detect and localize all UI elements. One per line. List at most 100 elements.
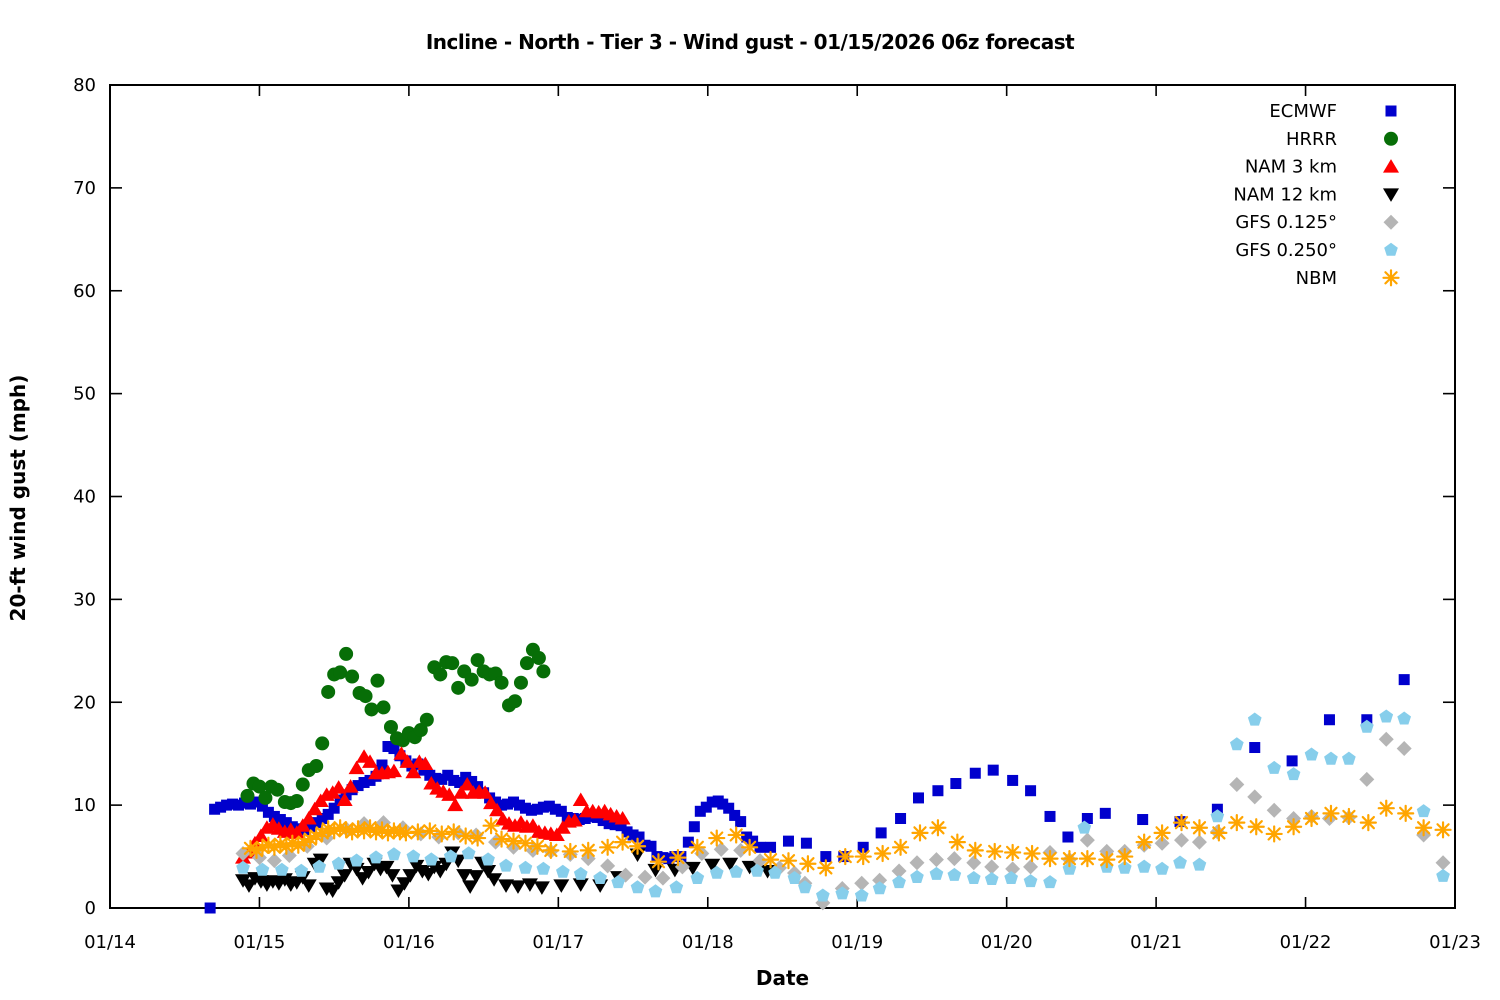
data-point [459,777,476,791]
data-point [872,881,887,895]
data-point [445,823,463,841]
data-point [1154,835,1170,851]
data-point [1081,812,1093,824]
legend-marker-nam-12-km [1383,188,1399,202]
data-point [433,825,451,843]
data-point [741,831,753,843]
data-point [948,833,966,851]
x-axis-title: Date [755,966,810,990]
data-point [509,880,526,894]
data-point [364,702,379,717]
data-point [561,842,579,861]
data-point [637,869,653,885]
legend-label-nam-12-km: NAM 12 km [1233,184,1337,205]
legend: ECMWF HRRR NAM 3 km NAM 12 km GFS 0.125° GFS … [1233,101,1400,289]
data-point [352,780,364,792]
data-point [496,799,508,811]
data-point [328,802,340,814]
data-point [1007,774,1019,786]
data-point [1172,814,1191,832]
data-point [421,822,439,840]
data-point [275,862,289,876]
data-point [556,864,570,878]
data-point [750,863,764,877]
data-point [1396,741,1412,757]
data-point [516,834,535,852]
data-point [928,852,944,868]
data-point [950,778,962,790]
data-point [1025,785,1037,797]
data-point [1078,850,1096,868]
data-point [1041,850,1059,868]
x-tick-label: 01/19 [831,932,883,953]
data-point [508,796,519,808]
data-point [227,798,239,810]
data-point [682,836,694,848]
series-nam-3-km [235,746,631,864]
data-point [519,656,534,671]
x-tick-label: 01/18 [682,932,734,953]
data-point [729,809,741,821]
data-point [406,849,421,863]
data-point [235,845,251,861]
data-point [987,764,999,776]
data-point [266,853,282,869]
data-point [1247,712,1262,726]
legend-marker-ecmwf [1385,105,1397,117]
data-point [413,723,428,738]
data-point [573,814,585,826]
data-point [1191,834,1207,850]
data-point [454,776,466,788]
data-point [579,841,597,859]
data-point [629,848,646,863]
y-tick-label: 70 [73,178,96,199]
data-point [1434,821,1452,839]
data-point [984,872,999,885]
data-point [1415,819,1433,837]
data-point [1324,751,1338,765]
data-point [1435,855,1451,871]
data-point [339,646,354,661]
y-tick-label: 10 [73,795,96,816]
data-point [1284,818,1303,836]
y-tick-label: 60 [73,281,96,302]
data-point [432,864,449,879]
axes: 01/14 01/15 01/16 01/17 01/18 01/19 01/20 01/21… [73,75,1481,953]
data-point [1190,819,1209,837]
data-point [378,860,395,875]
data-point [402,869,419,883]
data-point [369,850,383,864]
data-point [525,804,537,816]
data-point [536,861,551,875]
data-point [688,821,700,833]
data-point [572,792,589,806]
data-point [382,740,394,752]
data-point [1210,824,1228,842]
data-point [445,656,460,671]
data-point [1304,747,1319,761]
data-point [304,821,316,833]
data-point [910,869,924,883]
data-point [462,880,479,894]
data-point [451,680,466,695]
data-point [358,776,370,788]
data-point [498,879,515,893]
data-point [388,743,400,755]
data-point [250,796,262,808]
data-point [1023,874,1038,888]
data-point [543,800,555,812]
data-point [688,838,706,856]
data-point [1137,859,1151,873]
data-point [309,759,324,774]
data-point [244,798,256,810]
data-point [489,802,506,817]
data-point [706,796,718,808]
data-point [854,847,872,866]
data-point [1397,804,1415,822]
data-point [240,879,257,893]
data-point [215,801,227,813]
data-point [417,756,434,770]
data-point [800,837,812,849]
data-point [430,772,442,784]
